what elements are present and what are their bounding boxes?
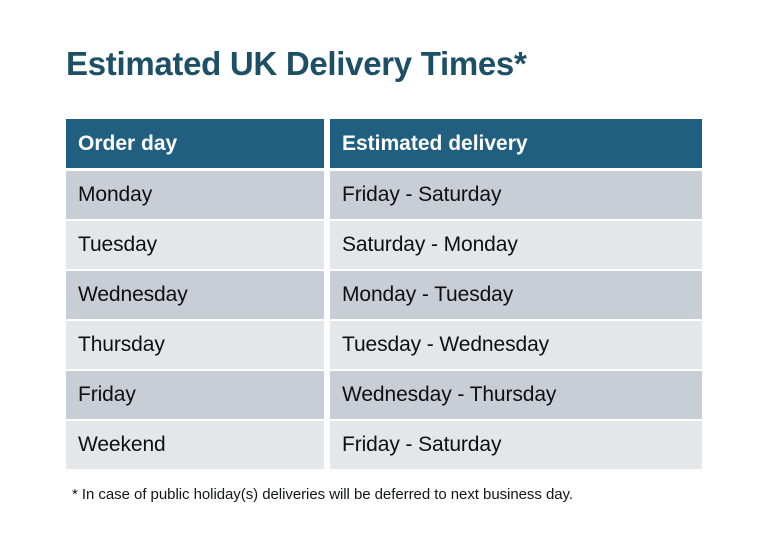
table-row: Thursday Tuesday - Wednesday <box>66 321 702 369</box>
table-row: Tuesday Saturday - Monday <box>66 221 702 269</box>
column-gutter <box>324 271 330 319</box>
cell-estimated-delivery: Monday - Tuesday <box>330 271 702 319</box>
column-header-order-day: Order day <box>66 119 324 168</box>
cell-order-day: Weekend <box>66 421 324 469</box>
cell-estimated-delivery: Wednesday - Thursday <box>330 371 702 419</box>
cell-estimated-delivery: Friday - Saturday <box>330 421 702 469</box>
cell-order-day: Wednesday <box>66 271 324 319</box>
cell-order-day: Monday <box>66 171 324 219</box>
cell-order-day: Friday <box>66 371 324 419</box>
column-gutter <box>324 321 330 369</box>
cell-order-day: Thursday <box>66 321 324 369</box>
cell-estimated-delivery: Tuesday - Wednesday <box>330 321 702 369</box>
column-gutter <box>324 421 330 469</box>
footnote-text: * In case of public holiday(s) deliverie… <box>72 486 573 503</box>
column-gutter <box>324 119 330 168</box>
delivery-times-table: Order day Estimated delivery Monday Frid… <box>66 119 702 471</box>
column-gutter <box>324 171 330 219</box>
cell-estimated-delivery: Saturday - Monday <box>330 221 702 269</box>
table-row: Wednesday Monday - Tuesday <box>66 271 702 319</box>
column-gutter <box>324 371 330 419</box>
page-title: Estimated UK Delivery Times* <box>66 45 527 82</box>
table-header-row: Order day Estimated delivery <box>66 119 702 168</box>
table-row: Weekend Friday - Saturday <box>66 421 702 469</box>
column-header-estimated-delivery: Estimated delivery <box>330 119 702 168</box>
column-gutter <box>324 221 330 269</box>
table-row: Monday Friday - Saturday <box>66 171 702 219</box>
cell-order-day: Tuesday <box>66 221 324 269</box>
cell-estimated-delivery: Friday - Saturday <box>330 171 702 219</box>
table-row: Friday Wednesday - Thursday <box>66 371 702 419</box>
